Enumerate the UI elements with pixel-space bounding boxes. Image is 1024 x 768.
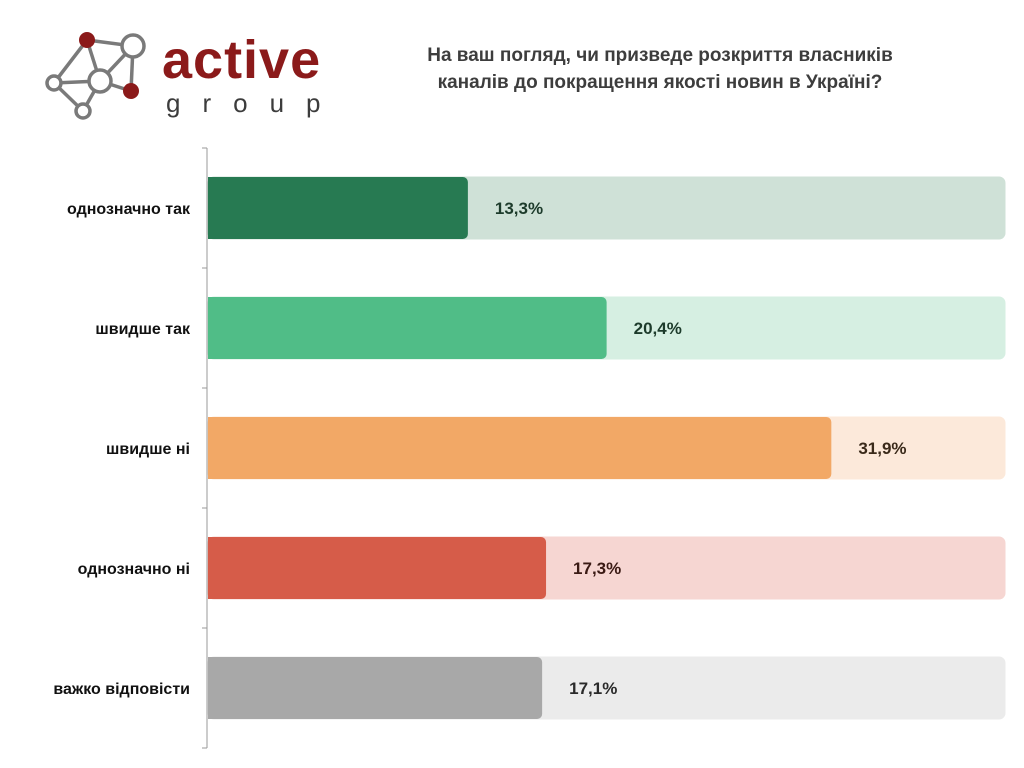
bar-left-edge (208, 537, 216, 599)
category-label: швидше ні (106, 441, 190, 458)
category-label: важко відповісти (53, 681, 190, 698)
bar-left-edge (208, 417, 216, 479)
category-label: однозначно так (67, 201, 191, 218)
bar (208, 417, 832, 479)
category-label: однозначно ні (78, 561, 190, 578)
data-label: 17,1% (569, 679, 617, 698)
data-label: 17,3% (573, 559, 621, 578)
bar (208, 297, 607, 359)
data-label: 20,4% (634, 319, 682, 338)
logo: active group (44, 28, 344, 128)
data-label: 31,9% (858, 439, 906, 458)
logo-subtitle: group (166, 88, 343, 118)
bar (208, 177, 468, 239)
logo-wordmark: active (162, 30, 322, 90)
bar-left-edge (208, 657, 216, 719)
chart-title: На ваш погляд, чи призведе розкриття вла… (360, 42, 960, 96)
category-label: швидше так (95, 321, 191, 338)
chart-title-line-2: каналів до покращення якості новин в Укр… (437, 72, 883, 93)
network-nodes-icon (45, 32, 146, 120)
data-label: 13,3% (495, 199, 543, 218)
chart-title-line-1: На ваш погляд, чи призведе розкриття вла… (427, 45, 893, 66)
bar-left-edge (208, 177, 216, 239)
bar (208, 537, 547, 599)
bar-left-edge (208, 297, 216, 359)
bar (208, 657, 543, 719)
